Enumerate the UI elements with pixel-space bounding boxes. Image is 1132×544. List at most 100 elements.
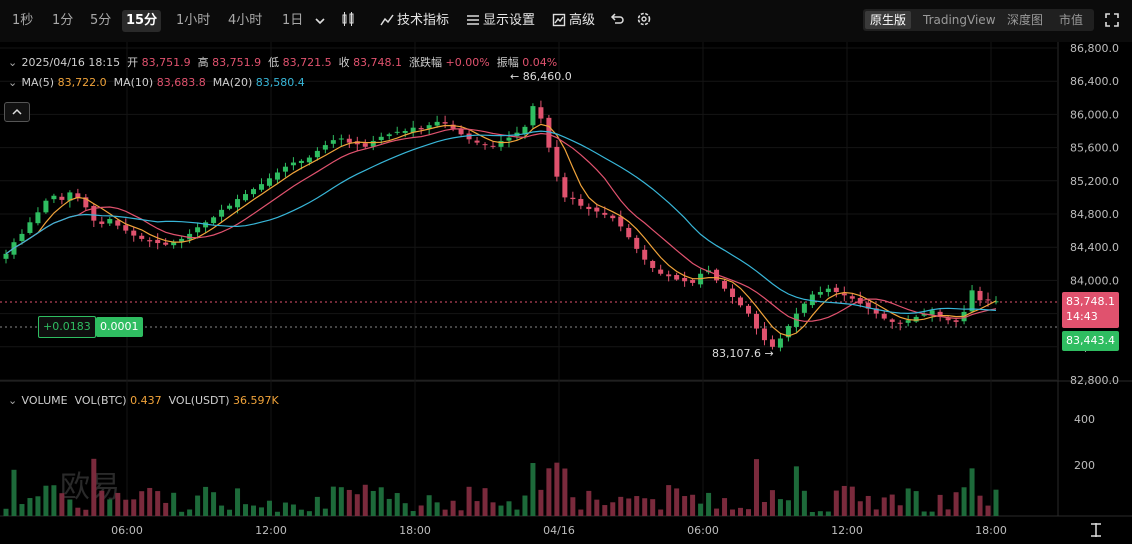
volume-bar <box>458 510 464 516</box>
volume-bar <box>690 494 696 516</box>
cursor-delta-tag: +0.0183 <box>38 316 96 338</box>
volume-title: VOLUME <box>21 394 68 407</box>
candle-body <box>570 197 576 200</box>
volume-bar <box>338 487 344 516</box>
candlestick-chart[interactable]: 欧易 86,800.0 86,400.0 86,000.0 85,600.0 85,20… <box>0 42 1132 544</box>
timeframe-more-chevron-icon[interactable] <box>314 10 329 32</box>
candle-body <box>251 189 256 195</box>
candle-body <box>785 326 791 338</box>
volume-bar <box>131 499 137 516</box>
candle-body <box>139 235 145 239</box>
volume-bar <box>235 488 241 516</box>
timeframe-1d[interactable]: 1日 <box>282 13 304 28</box>
timeframe-1s[interactable]: 1秒 <box>12 13 34 28</box>
candle-body <box>865 302 871 309</box>
timeframe-4h[interactable]: 4小时 <box>228 13 263 28</box>
volume-bar <box>107 499 113 516</box>
candle-body <box>586 206 592 210</box>
ma20-value: 83,580.4 <box>255 76 305 89</box>
axes: 86,800.0 86,400.0 86,000.0 85,600.0 85,200.0… <box>111 42 1119 537</box>
candle-body <box>187 233 193 240</box>
volume-bar <box>195 495 201 516</box>
scale-reset-icon[interactable] <box>1088 522 1104 542</box>
volume-bar <box>674 488 680 516</box>
volume-bar <box>793 466 799 516</box>
view-marketcap[interactable]: 市值 <box>1059 13 1084 27</box>
candle-body <box>123 225 129 231</box>
watermark: 欧易 <box>60 470 120 505</box>
display-settings-button[interactable]: 显示设置 <box>466 10 535 32</box>
view-tradingview[interactable]: TradingView <box>923 13 996 27</box>
volume-tick-label: 400 <box>1074 413 1095 426</box>
candle-body <box>394 131 400 133</box>
volume-bar <box>354 494 360 516</box>
gear-icon[interactable] <box>636 10 655 32</box>
view-native[interactable]: 原生版 <box>865 11 912 29</box>
display-settings-label: 显示设置 <box>483 13 536 28</box>
chart-toolbar: 1秒 1分 5分 15分 1小时 4小时 1日 技术指标 显示设置 高级 原生版… <box>0 0 1132 42</box>
vol-usdt-value: 36.597K <box>233 394 279 407</box>
candle-body <box>258 184 264 190</box>
candle-type-icon[interactable] <box>340 10 359 32</box>
timeframe-1h[interactable]: 1小时 <box>176 13 211 28</box>
candle-body <box>769 339 775 347</box>
volume-bar <box>402 503 408 516</box>
candle-countdown: 14:43 <box>1066 310 1098 323</box>
volume-bar <box>985 505 991 516</box>
candle-body <box>546 117 552 148</box>
fullscreen-icon[interactable] <box>1104 12 1120 32</box>
candle-body <box>115 220 121 226</box>
high-marker-value: 86,460.0 <box>522 70 572 83</box>
candle-body <box>219 209 225 217</box>
volume-bar <box>746 509 751 516</box>
indicators-button[interactable]: 技术指标 <box>380 10 449 32</box>
candle-body <box>51 195 57 200</box>
undo-icon[interactable] <box>610 10 628 32</box>
candle-body <box>594 207 600 212</box>
candle-body <box>107 218 113 224</box>
volume-bar <box>578 509 584 516</box>
volume-bar <box>586 490 592 516</box>
volume-bar <box>11 469 17 516</box>
volume-bar <box>666 485 672 516</box>
volume-bar <box>115 492 121 516</box>
volume-bar <box>498 505 504 516</box>
candle-body <box>881 313 887 319</box>
candle-body <box>243 194 249 201</box>
candle-body <box>809 294 815 306</box>
view-depth[interactable]: 深度图 <box>1007 13 1044 27</box>
candle-body <box>498 140 504 147</box>
high-value: 83,751.9 <box>212 56 262 69</box>
volume-bar <box>346 489 352 516</box>
candle-body <box>179 238 185 242</box>
candle-body <box>690 279 696 283</box>
candle-body <box>506 137 512 141</box>
candle-body <box>666 274 672 277</box>
volume-bar <box>330 486 336 516</box>
volume-bar <box>905 488 911 516</box>
cursor-amount-tag[interactable]: 0.0001 <box>96 317 143 337</box>
candle-body <box>730 288 736 297</box>
volume-bar <box>258 507 264 516</box>
candle-body <box>362 143 368 147</box>
volume-bar <box>514 509 520 516</box>
volume-bar <box>753 459 759 516</box>
timeframe-5m[interactable]: 5分 <box>90 13 112 28</box>
candle-body <box>937 311 943 317</box>
advanced-button[interactable]: 高级 <box>552 10 595 32</box>
candle-body <box>322 145 328 150</box>
low-label: 低 <box>268 56 280 69</box>
candle-body <box>578 198 584 206</box>
timeframe-15m[interactable]: 15分 <box>122 10 162 32</box>
candle-body <box>841 293 847 296</box>
time-tick-label: 12:00 <box>831 524 863 537</box>
ma10-value: 83,683.8 <box>156 76 206 89</box>
candle-body <box>314 150 320 158</box>
price-tick-label: 84,000.0 <box>1070 274 1119 287</box>
amplitude-value: 0.04% <box>522 56 558 69</box>
volume-bar <box>602 505 608 516</box>
timeframe-1m[interactable]: 1分 <box>52 13 74 28</box>
collapse-legend-button[interactable] <box>4 102 30 122</box>
volume-bar <box>953 492 959 516</box>
candle-body <box>682 277 688 282</box>
